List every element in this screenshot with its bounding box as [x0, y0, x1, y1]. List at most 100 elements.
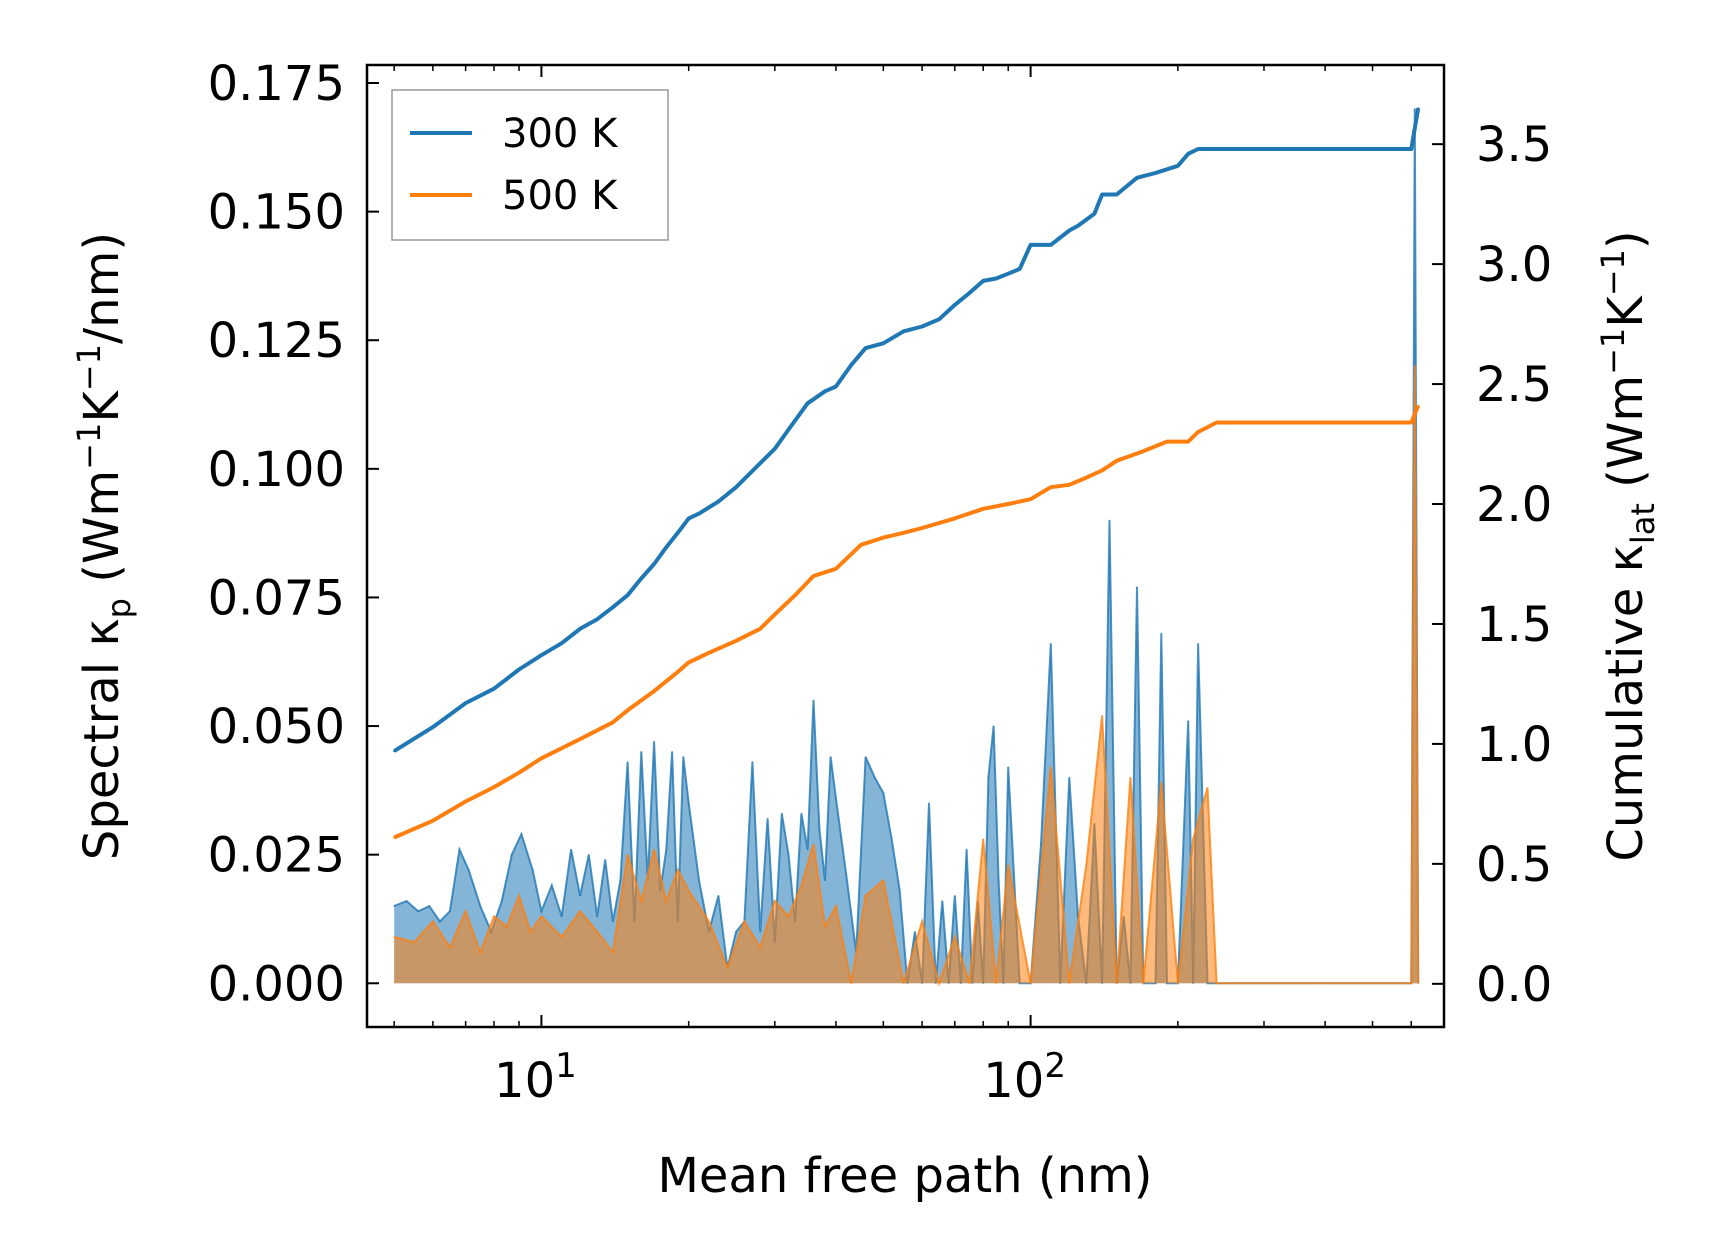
spectral-point-500k: [1085, 864, 1088, 866]
spectral-point-500k: [464, 910, 467, 913]
cumulative-point-300k: [1215, 148, 1218, 150]
spectral-point-300k: [1160, 632, 1163, 635]
cumulative-point-500k: [687, 661, 690, 664]
spectral-point-500k: [938, 982, 940, 985]
spectral-point-500k: [968, 982, 971, 985]
spectral-point-300k: [626, 761, 629, 763]
spectral-line-500k: [393, 365, 1420, 987]
spectral-point-300k: [405, 900, 408, 902]
spectral-point-500k: [812, 843, 815, 846]
cumulative-line-300k: [393, 107, 1421, 753]
spectral-point-500k: [1192, 838, 1194, 840]
y-right-tick-label: 2.0: [1476, 477, 1552, 533]
spectral-point-300k: [824, 879, 826, 882]
spectral-point-500k: [560, 936, 563, 938]
spectral-point-300k: [766, 817, 769, 820]
spectral-point-500k: [1101, 715, 1103, 717]
spectral-point-300k: [665, 848, 668, 851]
spectral-point-500k: [579, 910, 581, 913]
spectral-point-500k: [800, 884, 803, 887]
spectral-point-500k: [612, 951, 614, 954]
spectral-area-500k: [394, 365, 1419, 984]
spectral-point-500k: [1029, 982, 1032, 985]
spectral-point-300k: [898, 889, 901, 892]
cumulative-point-500k: [707, 651, 710, 654]
spectral-point-300k: [1040, 843, 1042, 846]
spectral-point-300k: [992, 725, 995, 727]
cumulative-point-500k: [1166, 440, 1168, 443]
cumulative-point-300k: [518, 668, 520, 671]
cumulative-point-500k: [676, 670, 679, 673]
cumulative-line-500k: [393, 404, 1421, 840]
spectral-point-300k: [570, 848, 572, 851]
cumulative-point-300k: [982, 279, 985, 282]
cumulative-point-500k: [1068, 483, 1071, 486]
spectral-point-300k: [596, 915, 598, 918]
spectral-point-300k: [653, 740, 655, 743]
cumulative-point-300k: [902, 330, 905, 333]
spectral-point-300k: [540, 910, 543, 913]
spectral-point-500k: [743, 920, 746, 923]
spectral-point-300k: [845, 874, 848, 876]
legend: 300 K 500 K: [391, 89, 669, 241]
cumulative-point-500k: [1085, 476, 1088, 479]
cumulative-point-500k: [1101, 469, 1104, 472]
y-right-tick-label: 1.0: [1476, 717, 1552, 773]
cumulative-point-300k: [1417, 107, 1420, 110]
cumulative-point-300k: [464, 702, 467, 705]
spectral-point-300k: [882, 792, 885, 794]
spectral-point-500k: [1160, 781, 1163, 784]
spectral-point-500k: [1115, 982, 1118, 985]
cumulative-point-300k: [864, 347, 867, 350]
spectral-point-300k: [864, 756, 867, 758]
spectral-point-500k: [902, 982, 905, 985]
spectral-point-500k: [1215, 982, 1218, 985]
y-right-tick-label: 0.5: [1476, 837, 1552, 893]
cumulative-point-300k: [1410, 148, 1413, 150]
spectral-point-300k: [458, 848, 461, 851]
spectral-point-500k: [393, 936, 396, 938]
spectral-point-500k: [1417, 982, 1419, 985]
cumulative-point-300k: [1068, 229, 1071, 232]
spectral-point-500k: [529, 931, 532, 933]
spectral-point-500k: [759, 946, 761, 949]
cumulative-point-500k: [735, 639, 738, 642]
spectral-point-300k: [928, 802, 930, 804]
spectral-point-300k: [835, 797, 837, 799]
spectral-point-300k: [751, 761, 754, 763]
spectral-point-500k: [982, 838, 984, 840]
spectral-point-300k: [800, 812, 803, 815]
cumulative-point-300k: [850, 363, 853, 366]
spectral-point-500k: [1224, 982, 1227, 985]
cumulative-point-500k: [812, 575, 815, 577]
spectral-point-300k: [1108, 519, 1111, 522]
spectral-point-300k: [787, 853, 790, 856]
plot-frame: [365, 63, 1446, 1029]
spectral-point-500k: [626, 853, 629, 856]
spectral-point-300k: [619, 879, 622, 882]
cumulative-point-500k: [921, 527, 924, 529]
spectral-point-300k: [479, 905, 482, 907]
spectral-point-500k: [665, 900, 668, 902]
cumulative-point-300k: [1187, 152, 1190, 155]
cumulative-point-300k: [676, 531, 679, 534]
spectral-point-300k: [1197, 642, 1199, 645]
cumulative-point-500k: [431, 819, 434, 822]
cumulative-point-300k: [1136, 176, 1138, 179]
cumulative-point-300k: [1007, 272, 1010, 275]
spectral-point-500k: [687, 889, 690, 892]
spectral-point-300k: [965, 848, 968, 851]
cumulative-point-500k: [759, 627, 762, 630]
cumulative-point-300k: [596, 618, 599, 621]
cumulative-point-300k: [393, 750, 396, 753]
spectral-point-300k: [873, 776, 876, 779]
spectral-point-300k: [698, 879, 700, 882]
spectral-point-500k: [850, 982, 853, 985]
cumulative-point-500k: [1187, 440, 1190, 443]
spectral-point-300k: [551, 884, 553, 887]
y-left-tick-label: 0.125: [208, 313, 345, 369]
cumulative-point-300k: [1101, 193, 1104, 196]
spectral-point-500k: [1177, 982, 1179, 985]
spectral-point-300k: [428, 905, 431, 907]
